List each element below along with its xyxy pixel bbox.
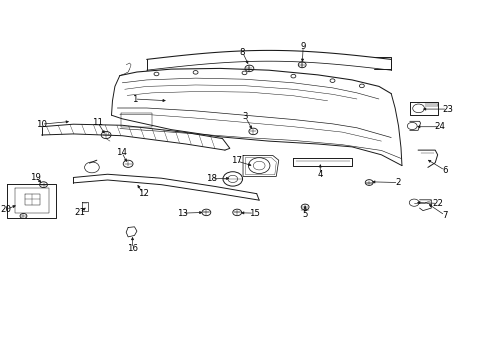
Text: 19: 19 [30,173,41,181]
Text: 13: 13 [177,209,188,217]
Text: 14: 14 [116,148,127,157]
Text: 12: 12 [138,189,148,198]
Text: 6: 6 [441,166,447,175]
Text: 23: 23 [441,104,452,114]
Text: 3: 3 [242,112,248,121]
Text: 17: 17 [231,156,242,165]
Text: 10: 10 [36,120,47,129]
Text: 4: 4 [317,170,323,179]
Text: 15: 15 [248,209,259,217]
Text: 22: 22 [431,199,442,208]
Text: 21: 21 [74,208,85,217]
Text: 5: 5 [302,210,307,219]
Text: 24: 24 [434,122,445,131]
Text: 20: 20 [0,205,11,214]
Text: 1: 1 [131,94,137,104]
Text: 2: 2 [395,178,401,187]
Text: 7: 7 [441,211,447,220]
Text: 9: 9 [300,42,305,51]
Text: 16: 16 [127,244,138,253]
Text: 11: 11 [92,118,103,127]
Text: 8: 8 [239,48,245,57]
Text: 18: 18 [206,174,217,183]
